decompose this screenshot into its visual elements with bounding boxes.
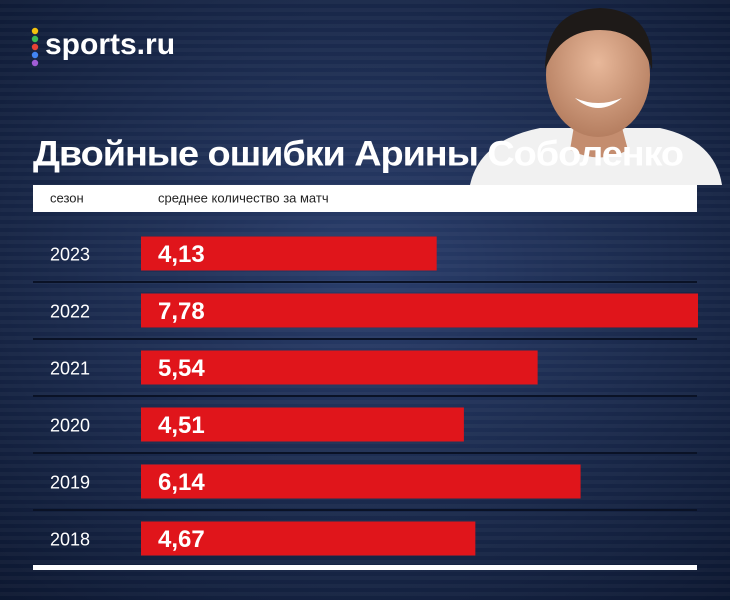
bottom-rule	[33, 565, 697, 570]
logo: sports.ru	[45, 28, 175, 61]
header-bar	[33, 185, 697, 212]
bar	[141, 407, 464, 442]
category-label: 2020	[50, 415, 90, 435]
photo	[470, 8, 722, 185]
value-label: 5,54	[158, 355, 205, 382]
logo-dots	[31, 27, 39, 67]
value-label: 6,14	[158, 469, 205, 496]
value-label: 7,78	[158, 298, 205, 325]
bar	[141, 464, 581, 499]
category-label: 2018	[50, 529, 90, 549]
category-header: сезон	[50, 190, 84, 205]
value-label: 4,13	[158, 241, 205, 268]
category-label: 2022	[50, 301, 90, 321]
value-label: 4,67	[158, 526, 205, 553]
bar	[141, 236, 437, 271]
bar	[141, 521, 476, 556]
category-label: 2023	[50, 244, 90, 264]
category-label: 2021	[50, 358, 90, 378]
category-label: 2019	[50, 472, 90, 492]
value-header: среднее количество за матч	[158, 190, 329, 205]
value-label: 4,51	[158, 412, 205, 439]
chart-title: Двойные ошибки Арины Соболенко	[33, 134, 684, 173]
bar	[141, 350, 538, 385]
bar	[141, 293, 698, 328]
